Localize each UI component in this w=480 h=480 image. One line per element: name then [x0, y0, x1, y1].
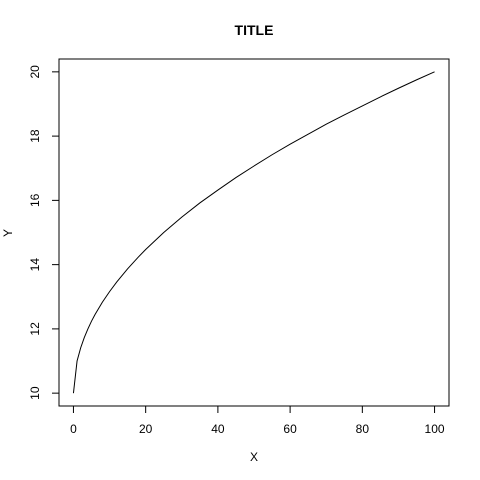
- plot-frame: [58, 58, 450, 407]
- x-axis-label: X: [250, 450, 258, 464]
- x-tick-label: 0: [70, 422, 77, 436]
- y-tick-label: 12: [28, 322, 42, 336]
- x-axis: 0 20 40 60 80 100: [70, 405, 445, 436]
- y-axis: 10 12 14 16 18 20: [28, 65, 60, 400]
- x-tick-label: 20: [139, 422, 153, 436]
- x-tick-label: 40: [211, 422, 225, 436]
- y-tick-label: 16: [28, 193, 42, 207]
- y-tick-label: 20: [28, 65, 42, 79]
- series-layer: [72, 71, 435, 394]
- x-tick-label: 80: [356, 422, 370, 436]
- x-tick-label: 100: [425, 422, 445, 436]
- y-tick-label: 18: [28, 129, 42, 143]
- y-tick-label: 14: [28, 258, 42, 272]
- series-line: [72, 71, 435, 394]
- y-axis-label: Y: [1, 229, 15, 237]
- x-tick-label: 60: [283, 422, 297, 436]
- y-tick-label: 10: [28, 386, 42, 400]
- chart-title: TITLE: [235, 22, 274, 38]
